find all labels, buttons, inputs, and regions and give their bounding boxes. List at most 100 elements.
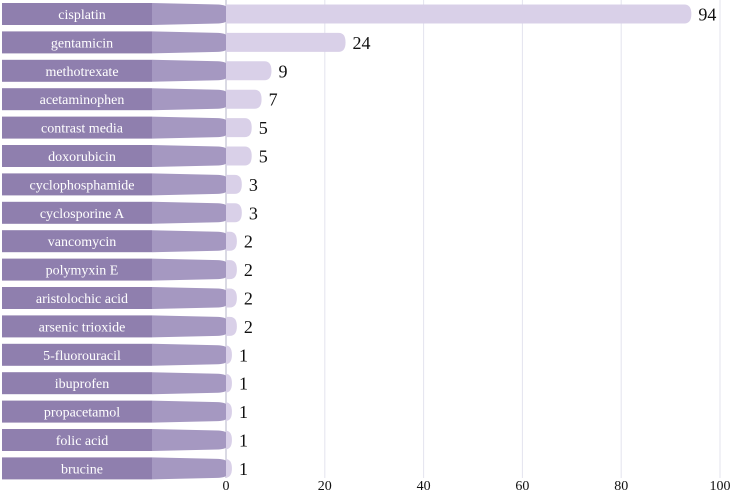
category-connector xyxy=(152,315,226,338)
category-label-block xyxy=(2,343,152,366)
category-label: vancomycin xyxy=(48,235,116,250)
bar-row: cyclosporine A 3 xyxy=(2,201,258,224)
category-label: 5-fluorouracil xyxy=(43,349,121,364)
category-label-block xyxy=(2,3,152,25)
value-label: 1 xyxy=(239,374,248,394)
category-label-block xyxy=(2,145,152,167)
bar-row: polymyxin E 2 xyxy=(2,258,253,281)
category-connector xyxy=(152,258,226,281)
category-connector xyxy=(152,59,226,82)
bar-row: contrast media 5 xyxy=(2,116,268,139)
category-label: contrast media xyxy=(41,122,124,137)
category-connector xyxy=(152,457,226,480)
bar-row: cisplatin 94 xyxy=(2,3,716,25)
category-connector xyxy=(152,173,226,196)
value-label: 1 xyxy=(239,402,248,422)
value-label: 2 xyxy=(244,317,253,337)
bar-row: ibuprofen 1 xyxy=(2,372,248,395)
bar-doxorubicin xyxy=(226,146,252,166)
bar-row: aristolochic acid 2 xyxy=(2,287,253,309)
bar-arsenic-trioxide xyxy=(226,316,237,336)
bar-row: acetaminophen 7 xyxy=(2,88,278,111)
category-connector xyxy=(152,230,226,253)
value-label: 9 xyxy=(278,61,287,81)
bar-row: gentamicin 24 xyxy=(2,31,371,54)
value-label: 1 xyxy=(239,431,248,451)
bar-row: 5-fluorouracil 1 xyxy=(2,343,248,366)
bar-row: vancomycin 2 xyxy=(2,230,253,253)
category-label: doxorubicin xyxy=(48,150,116,165)
bar-cyclophosphamide xyxy=(226,174,242,194)
category-connector xyxy=(152,400,226,423)
value-label: 3 xyxy=(249,175,258,195)
bar-contrast-media xyxy=(226,118,252,138)
category-label: arsenic trioxide xyxy=(39,320,126,335)
category-connector xyxy=(152,31,226,54)
value-label: 94 xyxy=(698,5,716,25)
category-label-block xyxy=(2,372,152,395)
bar-brucine xyxy=(224,458,232,478)
category-label-block xyxy=(2,59,152,82)
x-axis: 0 20 40 60 80 100 xyxy=(223,479,731,492)
bar-5-fluorouracil xyxy=(224,345,232,365)
x-tick-label: 40 xyxy=(417,479,431,492)
bar-methotrexate xyxy=(226,61,272,81)
category-connector xyxy=(152,116,226,139)
category-label-block xyxy=(2,230,152,253)
value-label: 24 xyxy=(353,33,371,53)
category-connector xyxy=(152,343,226,366)
category-label: cyclophosphamide xyxy=(30,178,135,193)
x-tick-label: 100 xyxy=(710,479,731,492)
category-label: gentamicin xyxy=(51,36,113,51)
value-label: 2 xyxy=(244,232,253,252)
x-tick-label: 20 xyxy=(318,479,332,492)
bar-row: folic acid 1 xyxy=(2,429,248,451)
category-connector xyxy=(152,145,226,167)
category-label-block xyxy=(2,287,152,309)
category-label: cyclosporine A xyxy=(40,207,125,222)
category-label: propacetamol xyxy=(44,406,120,421)
category-label: brucine xyxy=(61,462,103,477)
category-label-block xyxy=(2,258,152,281)
bar-row: propacetamol 1 xyxy=(2,400,248,423)
category-label-block xyxy=(2,315,152,338)
category-connector xyxy=(152,88,226,111)
bar-row: methotrexate 9 xyxy=(2,59,287,82)
value-label: 7 xyxy=(269,90,278,110)
category-label: ibuprofen xyxy=(55,377,109,392)
bar-aristolochic-acid xyxy=(226,288,237,308)
x-tick-label: 60 xyxy=(515,479,529,492)
x-tick-label: 80 xyxy=(614,479,628,492)
value-label: 2 xyxy=(244,260,253,280)
bar-row: arsenic trioxide 2 xyxy=(2,315,253,338)
category-label: methotrexate xyxy=(45,65,118,80)
category-connector xyxy=(152,287,226,309)
bar-gentamicin xyxy=(226,32,346,52)
bar-acetaminophen xyxy=(226,89,262,109)
value-label: 1 xyxy=(239,459,248,479)
bar-cyclosporine-a xyxy=(226,203,242,223)
bar-propacetamol xyxy=(224,402,232,422)
value-label: 5 xyxy=(259,118,268,138)
bar-row: brucine 1 xyxy=(2,457,248,480)
value-label: 5 xyxy=(259,147,268,167)
category-connector xyxy=(152,429,226,451)
category-label: acetaminophen xyxy=(40,93,125,108)
category-connector xyxy=(152,3,226,25)
category-label-block xyxy=(2,173,152,196)
category-label-block xyxy=(2,400,152,423)
bar-row: doxorubicin 5 xyxy=(2,145,268,167)
x-tick-label: 0 xyxy=(223,479,230,492)
bar-polymyxin-e xyxy=(226,260,237,280)
category-connector xyxy=(152,201,226,224)
category-label-block xyxy=(2,88,152,111)
category-label: aristolochic acid xyxy=(36,292,128,307)
bar-cisplatin xyxy=(226,4,692,24)
bar-row: cyclophosphamide 3 xyxy=(2,173,258,196)
bar-ibuprofen xyxy=(224,373,232,393)
category-label: cisplatin xyxy=(58,8,105,23)
category-label-block xyxy=(2,429,152,451)
bar-vancomycin xyxy=(226,231,237,251)
